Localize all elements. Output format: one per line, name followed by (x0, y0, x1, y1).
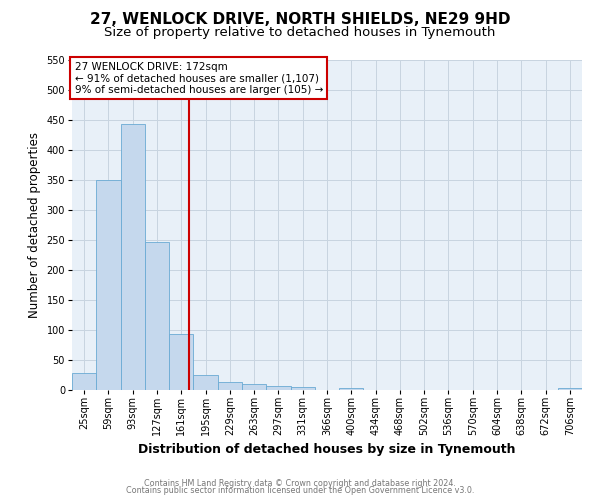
Text: Contains HM Land Registry data © Crown copyright and database right 2024.: Contains HM Land Registry data © Crown c… (144, 478, 456, 488)
Text: Contains public sector information licensed under the Open Government Licence v3: Contains public sector information licen… (126, 486, 474, 495)
Bar (558, 388, 582, 390)
Bar (266, 386, 290, 390)
Text: 27, WENLOCK DRIVE, NORTH SHIELDS, NE29 9HD: 27, WENLOCK DRIVE, NORTH SHIELDS, NE29 9… (90, 12, 510, 28)
Text: 27 WENLOCK DRIVE: 172sqm
← 91% of detached houses are smaller (1,107)
9% of semi: 27 WENLOCK DRIVE: 172sqm ← 91% of detach… (74, 62, 323, 95)
Y-axis label: Number of detached properties: Number of detached properties (28, 132, 41, 318)
Bar (96, 180, 121, 390)
Bar (169, 334, 193, 390)
X-axis label: Distribution of detached houses by size in Tynemouth: Distribution of detached houses by size … (138, 444, 516, 456)
Bar (193, 375, 218, 390)
Bar (290, 387, 315, 390)
Bar (218, 382, 242, 390)
Bar (121, 124, 145, 390)
Bar (145, 242, 169, 390)
Bar (72, 373, 96, 390)
Bar (339, 388, 364, 390)
Text: Size of property relative to detached houses in Tynemouth: Size of property relative to detached ho… (104, 26, 496, 39)
Bar (242, 384, 266, 390)
